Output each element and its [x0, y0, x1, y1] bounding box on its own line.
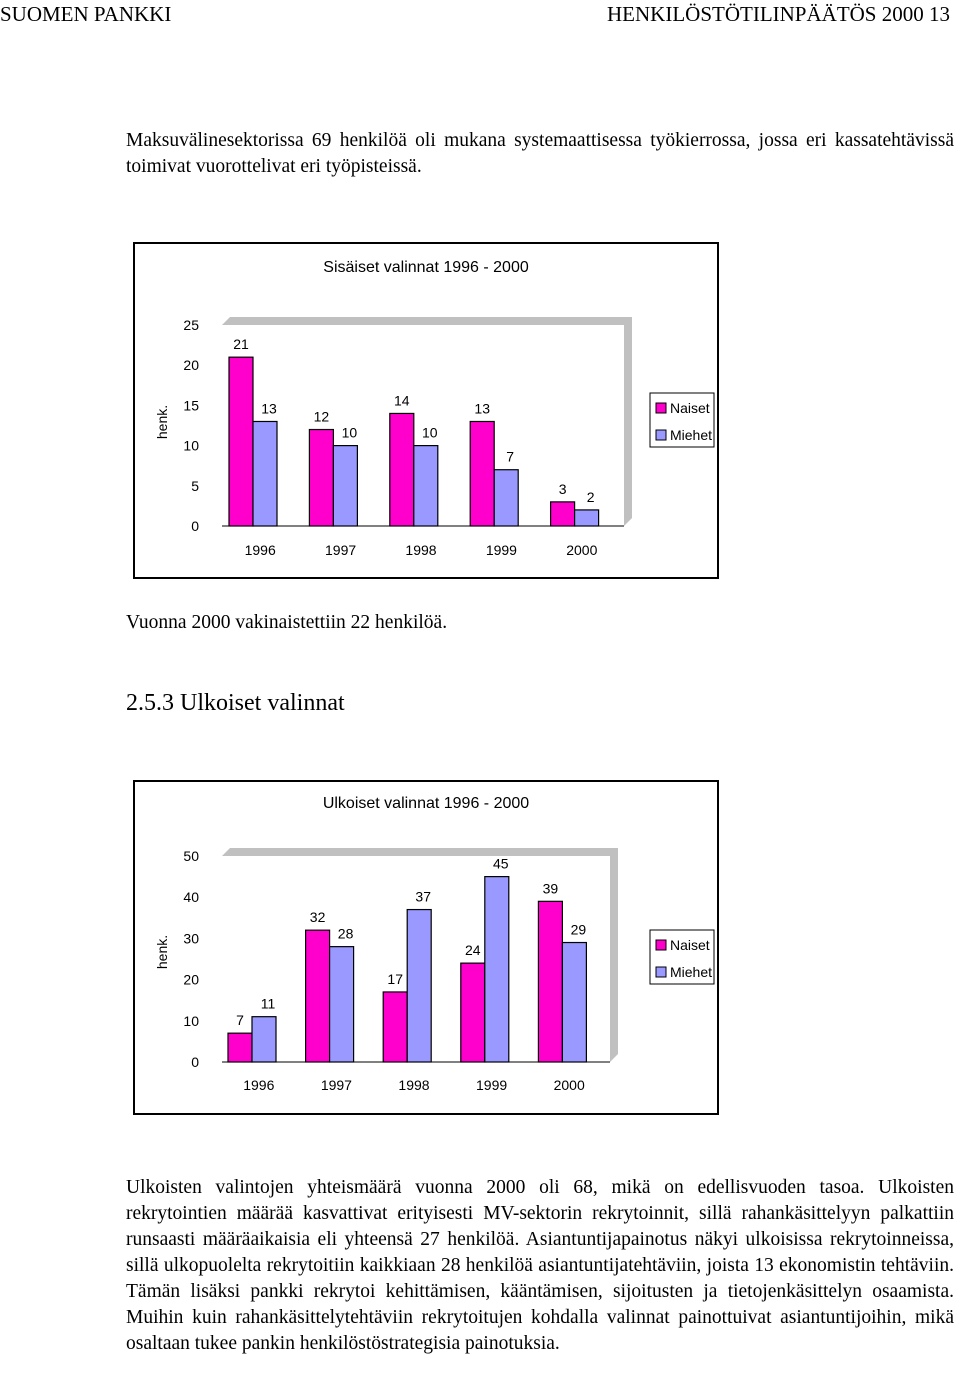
chart-ulkoiset-svg: Ulkoiset valinnat 1996 - 2000 0 10 20 30 40 50…: [154, 795, 715, 1093]
bar-naiset-1997: [308, 428, 334, 527]
data-label: 12: [314, 409, 330, 425]
chart-title: Sisäiset valinnat 1996 - 2000: [323, 259, 529, 276]
bar-naiset-1997: [305, 929, 331, 1063]
y-tick-label: 10: [183, 1013, 199, 1029]
bar-naiset-2000: [537, 900, 563, 1063]
y-tick-label: 0: [191, 518, 199, 534]
document-header-left: SUOMEN PANKKI: [0, 2, 172, 26]
y-tick-label: 20: [183, 357, 199, 373]
bar-miehet-2000: [561, 941, 587, 1063]
legend-label-miehet: Miehet: [670, 964, 712, 980]
y-tick-label: 10: [183, 438, 199, 454]
data-label: 7: [236, 1012, 244, 1028]
y-axis-label: henk.: [154, 405, 170, 439]
bar-miehet-1996: [252, 420, 278, 527]
y-tick-label: 30: [183, 930, 199, 946]
data-label: 29: [571, 922, 587, 938]
y-axis-label: henk.: [154, 935, 170, 969]
x-tick-label: 1998: [398, 1077, 429, 1093]
x-tick-label: 1996: [243, 1077, 274, 1093]
chart-title: Ulkoiset valinnat 1996 - 2000: [323, 795, 529, 812]
bar-miehet-1997: [329, 946, 355, 1063]
bar-miehet-1999: [484, 875, 510, 1063]
y-tick-label: 20: [183, 972, 199, 988]
data-label: 10: [422, 425, 438, 441]
data-label: 2: [587, 489, 595, 505]
paragraph-maksuvalinesektori: Maksuvälinesektorissa 69 henkilöä oli mu…: [126, 130, 954, 177]
data-label: 45: [493, 856, 509, 872]
x-tick-label: 1996: [245, 542, 276, 558]
data-label: 17: [387, 971, 403, 987]
x-tick-label: 1997: [325, 542, 356, 558]
legend-swatch-naiset: [655, 939, 667, 951]
y-tick-label: 40: [183, 889, 199, 905]
paragraph-vakinaistettiin: Vuonna 2000 vakinaistettiin 22 henkilöä.: [126, 612, 448, 633]
data-label: 39: [543, 880, 559, 896]
bar-naiset-2000: [550, 501, 576, 527]
data-label: 11: [261, 996, 276, 1012]
x-tick-label: 1997: [321, 1077, 352, 1093]
x-tick-label: 2000: [566, 542, 597, 558]
data-label: 32: [310, 909, 326, 925]
bar-miehet-1999: [493, 469, 519, 527]
data-label: 10: [342, 425, 358, 441]
bar-miehet-2000: [574, 509, 600, 527]
chart-sisaiset-valinnat: Sisäiset valinnat 1996 - 2000 0 5 10 15 20 25 h…: [133, 242, 719, 579]
bar-naiset-1998: [382, 991, 408, 1063]
legend-swatch-miehet: [655, 966, 667, 978]
data-label: 13: [474, 400, 490, 416]
paragraph-ulkoisten-valintojen: Ulkoisten valintojen yhteismäärä vuonna …: [126, 1177, 954, 1354]
bar-miehet-1997: [332, 445, 358, 527]
bar-naiset-1999: [460, 962, 486, 1063]
bar-miehet-1998: [406, 908, 432, 1063]
data-label: 3: [559, 481, 567, 497]
x-tick-label: 1998: [405, 542, 436, 558]
data-label: 21: [233, 336, 249, 352]
x-tick-label: 2000: [554, 1077, 585, 1093]
section-heading: 2.5.3 Ulkoiset valinnat: [126, 690, 345, 716]
chart-sisaiset-svg: Sisäiset valinnat 1996 - 2000 0 5 10 15 20 25 h…: [154, 259, 715, 558]
y-tick-label: 50: [183, 848, 199, 864]
data-label: 24: [465, 942, 481, 958]
legend-swatch-naiset: [655, 402, 667, 414]
bar-naiset-1999: [469, 420, 495, 527]
legend-label-miehet: Miehet: [670, 427, 712, 443]
y-tick-label: 15: [183, 397, 199, 413]
bar-miehet-1996: [251, 1016, 277, 1063]
bar-miehet-1998: [413, 445, 439, 527]
chart-ulkoiset-valinnat: Ulkoiset valinnat 1996 - 2000 0 10 20 30 40 50…: [133, 780, 719, 1115]
y-tick-label: 0: [191, 1054, 199, 1070]
document-header-right: HENKILÖSTÖTILINPÄÄTÖS 2000 13: [607, 2, 950, 26]
data-label: 37: [415, 889, 431, 905]
y-tick-label: 25: [183, 317, 199, 333]
x-tick-label: 1999: [476, 1077, 507, 1093]
bar-naiset-1998: [389, 412, 415, 527]
data-label: 13: [261, 400, 277, 416]
bar-naiset-1996: [227, 1032, 253, 1063]
data-label: 7: [506, 449, 514, 465]
bar-naiset-1996: [228, 356, 254, 527]
x-tick-label: 1999: [486, 542, 517, 558]
legend-label-naiset: Naiset: [670, 937, 710, 953]
y-tick-label: 5: [191, 478, 199, 494]
legend-swatch-miehet: [655, 429, 667, 441]
data-label: 28: [338, 926, 354, 942]
legend-label-naiset: Naiset: [670, 400, 710, 416]
data-label: 14: [394, 392, 410, 408]
